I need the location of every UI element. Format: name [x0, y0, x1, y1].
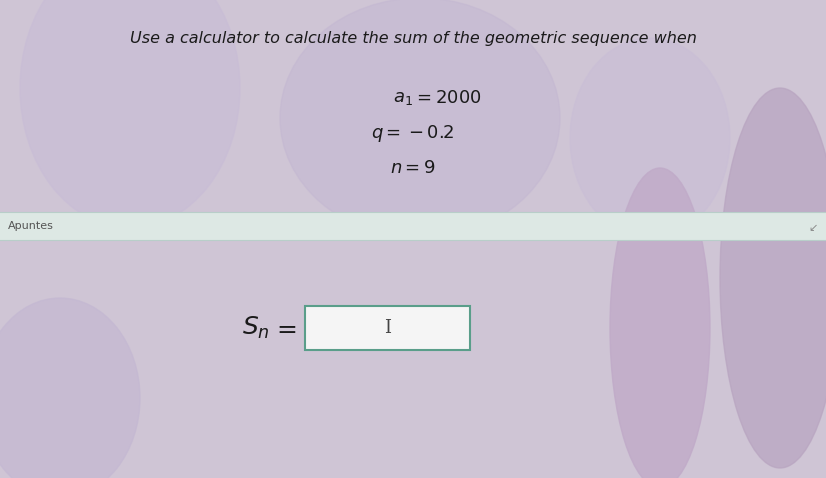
Ellipse shape — [610, 168, 710, 478]
Text: I: I — [384, 319, 391, 337]
Ellipse shape — [570, 38, 730, 238]
Text: $q = -0.2$: $q = -0.2$ — [371, 122, 455, 143]
Text: $ =$: $ =$ — [272, 316, 297, 340]
Text: $ = 2000$: $ = 2000$ — [413, 89, 482, 107]
Ellipse shape — [20, 0, 240, 228]
Text: Apuntes: Apuntes — [8, 221, 54, 231]
Bar — [0, 212, 826, 240]
Text: ↙: ↙ — [809, 223, 818, 233]
Text: $n = 9$: $n = 9$ — [390, 159, 436, 177]
Ellipse shape — [720, 88, 826, 468]
Text: $a_1$: $a_1$ — [393, 89, 413, 107]
Ellipse shape — [0, 298, 140, 478]
Ellipse shape — [280, 0, 560, 238]
Bar — [305, 306, 470, 350]
Text: $S_n$: $S_n$ — [242, 315, 270, 341]
Text: Use a calculator to calculate the sum of the geometric sequence when: Use a calculator to calculate the sum of… — [130, 31, 696, 45]
